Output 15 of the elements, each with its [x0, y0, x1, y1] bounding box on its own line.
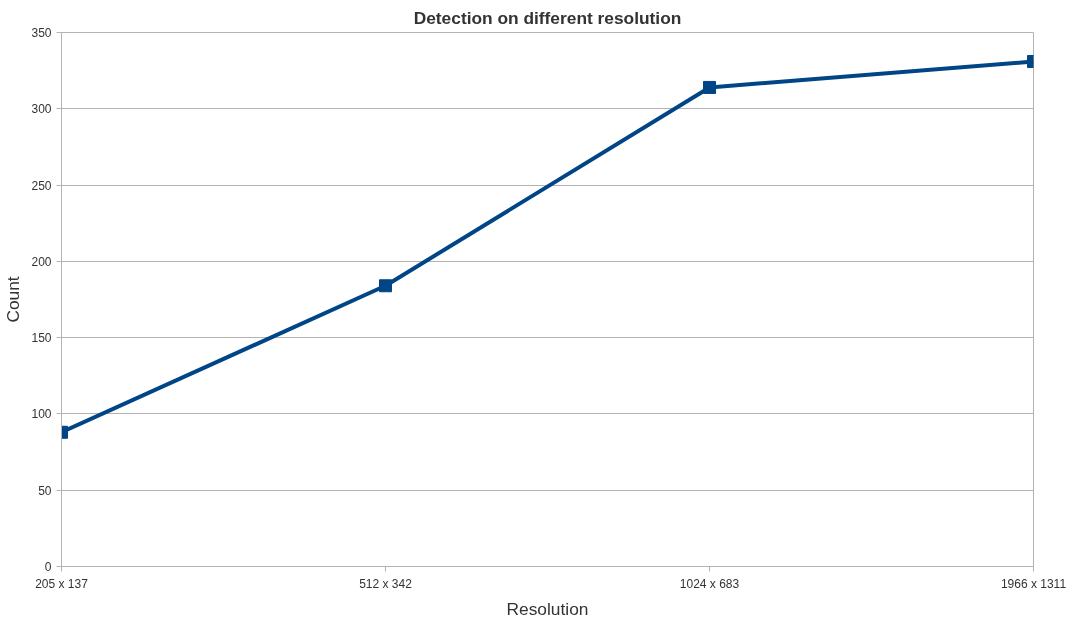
y-tick-label: 0 [44, 560, 52, 574]
x-tick-label: 1024 x 683 [679, 576, 740, 591]
y-tick-label: 100 [31, 407, 52, 422]
chart-title: Detection on different resolution [413, 7, 682, 28]
y-tick-label: 150 [31, 331, 52, 346]
x-axis-title: Resolution [506, 598, 589, 619]
y-tick-label: 50 [38, 483, 52, 498]
y-tick-label: 300 [31, 102, 52, 117]
x-tick-label: 1966 x 1311 [1000, 576, 1067, 591]
x-tick-label: 205 x 137 [35, 576, 89, 591]
y-tick-label: 350 [31, 26, 52, 40]
y-tick-label: 200 [31, 254, 52, 269]
y-axis-title: Count [3, 276, 24, 323]
y-tick-label: 250 [31, 178, 52, 193]
x-tick-label: 512 x 342 [359, 576, 413, 591]
